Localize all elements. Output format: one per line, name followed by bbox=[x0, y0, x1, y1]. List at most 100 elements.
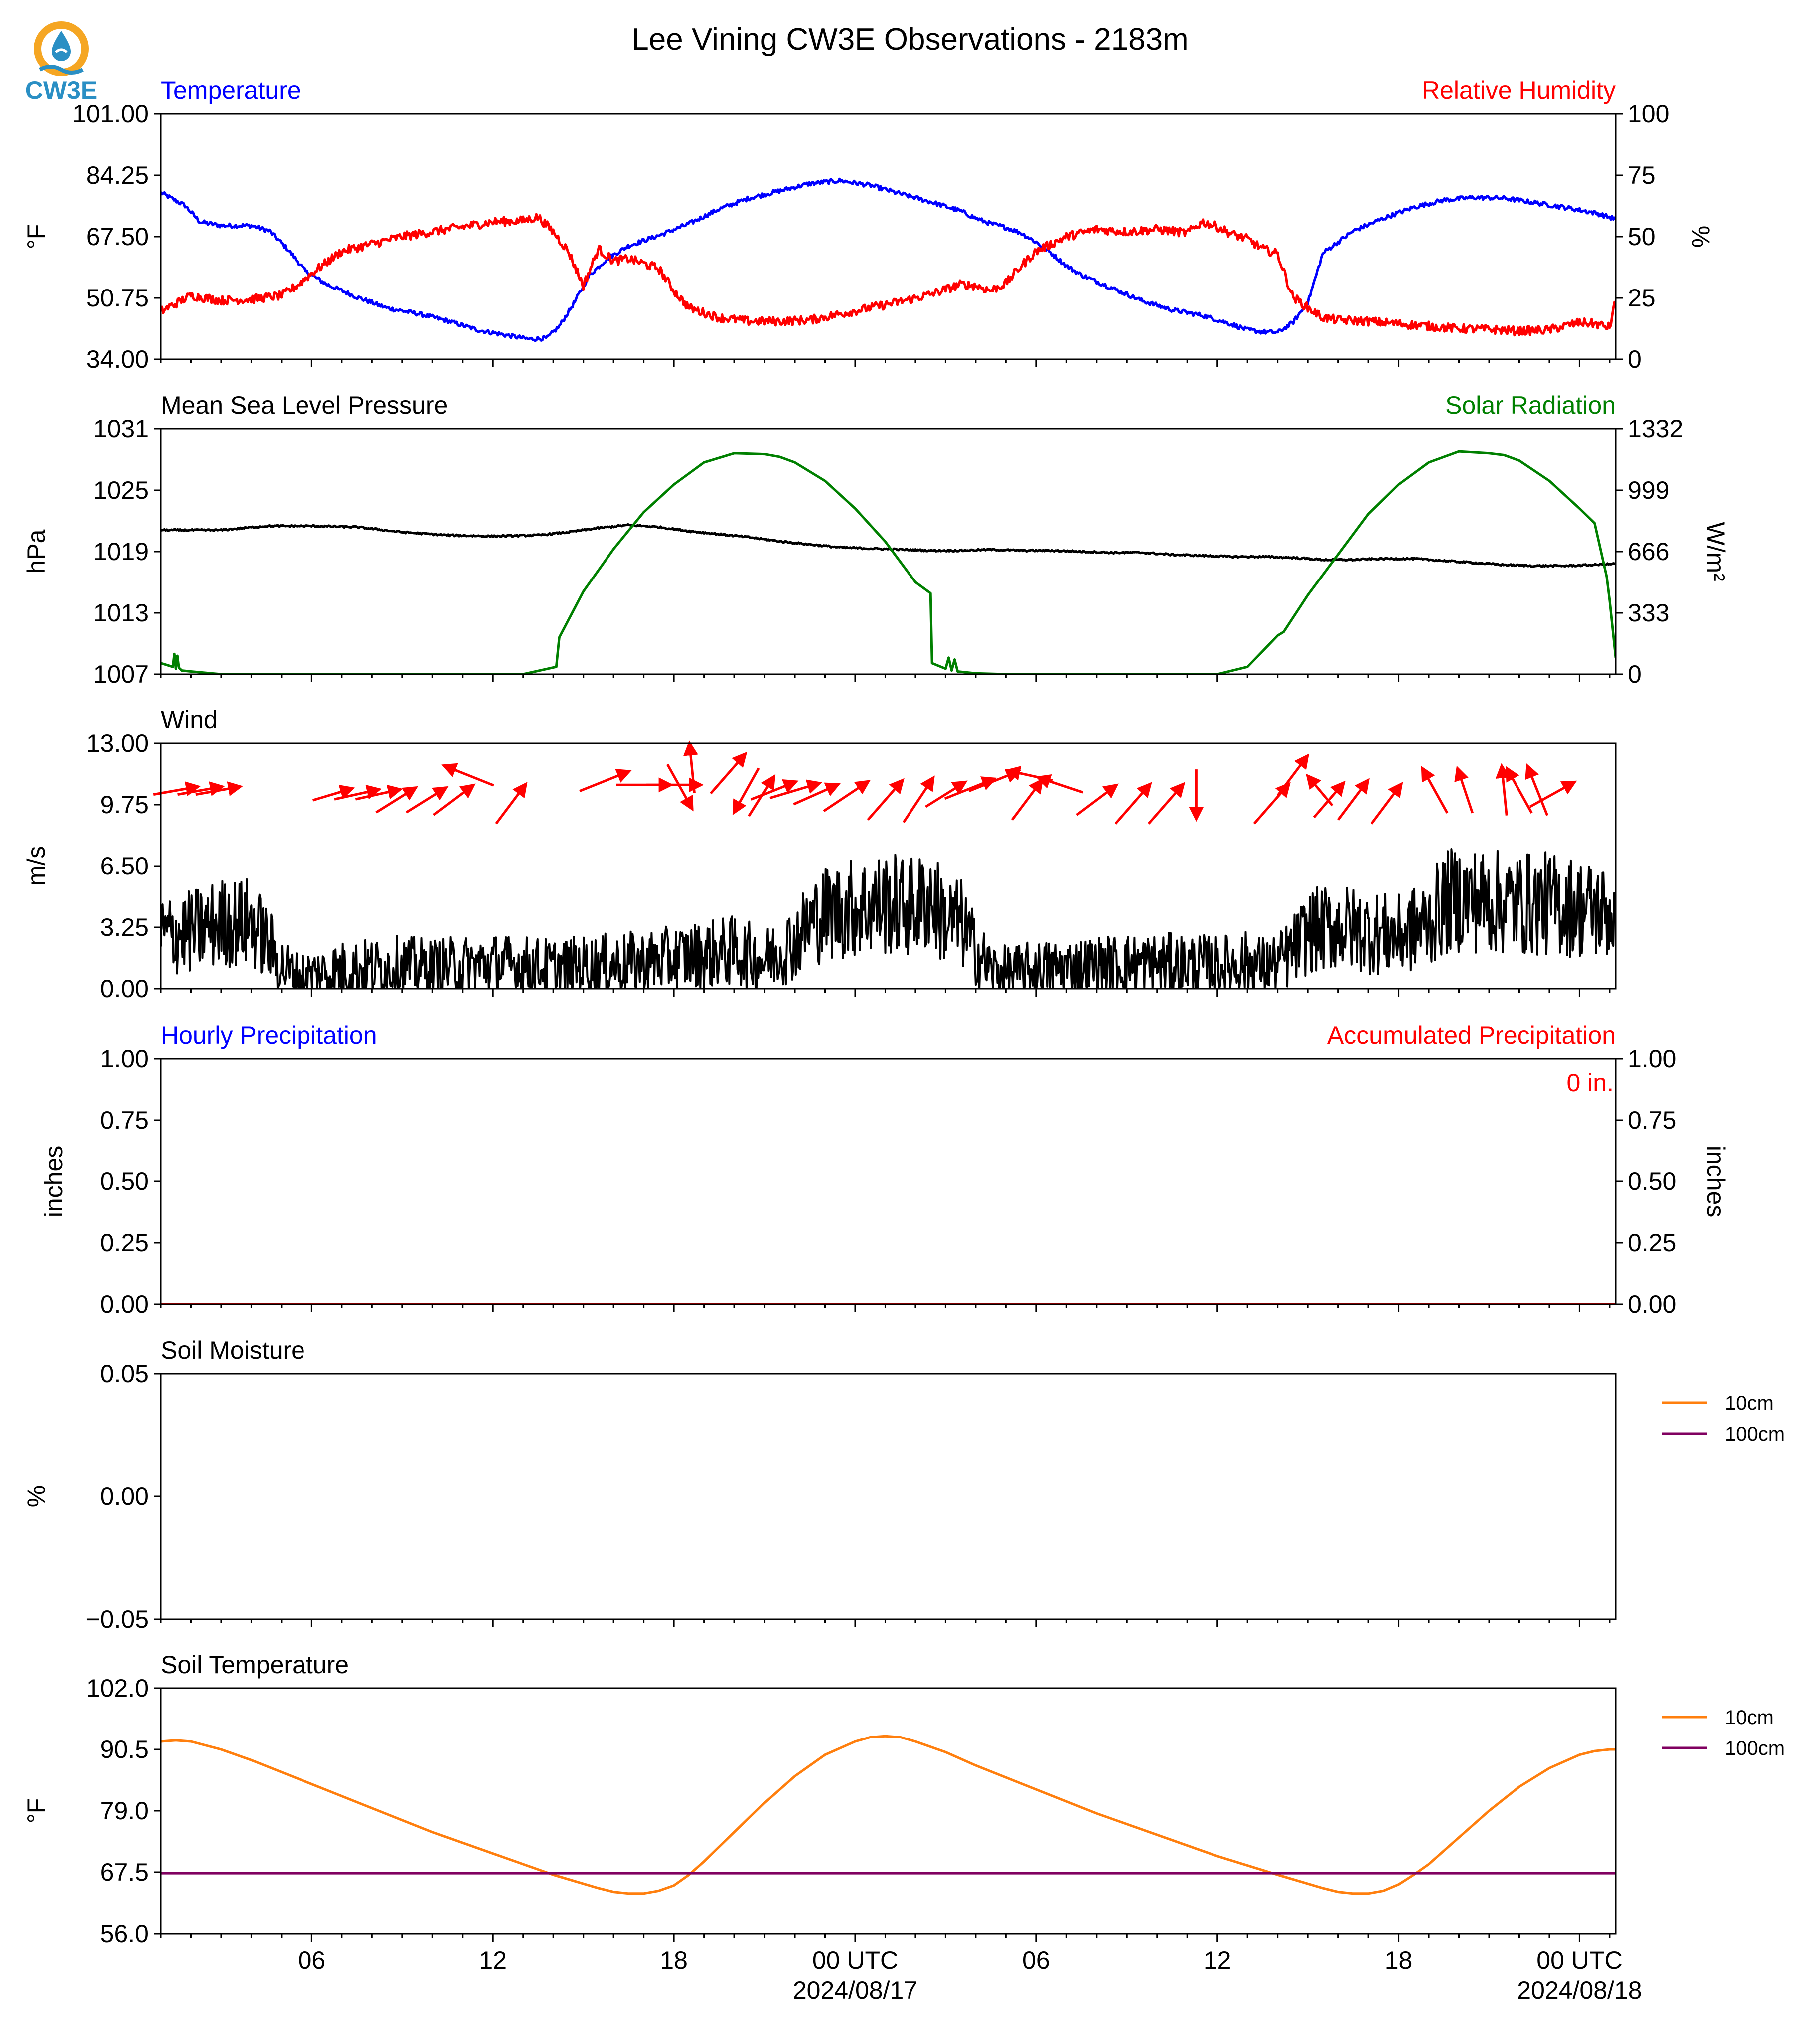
y-tick-label: 67.50 bbox=[86, 223, 149, 251]
y-tick-label: 0.00 bbox=[100, 975, 149, 1003]
wind-arrow bbox=[793, 782, 841, 806]
wind-arrow bbox=[710, 751, 748, 795]
wind-arrow bbox=[1313, 780, 1346, 819]
wind-arrow bbox=[944, 776, 997, 800]
series-group bbox=[161, 450, 1616, 674]
x-tick-date-label: 2024/08/18 bbox=[1517, 1976, 1642, 2004]
wind-arrow bbox=[495, 782, 528, 825]
y2-tick-label: 0.25 bbox=[1628, 1229, 1676, 1257]
y-tick-label: 84.25 bbox=[86, 161, 149, 189]
y2-tick-label: 1332 bbox=[1628, 415, 1683, 443]
wind-arrow bbox=[433, 783, 476, 816]
wind-arrow bbox=[666, 763, 694, 812]
y2-tick-label: 333 bbox=[1628, 599, 1669, 627]
y-tick-label: 1025 bbox=[93, 476, 149, 504]
wind-arrow bbox=[1076, 783, 1119, 816]
y-axis-label: °F bbox=[22, 224, 50, 250]
y-tick-label: 56.0 bbox=[100, 1920, 149, 1948]
y2-axis-label: W/m² bbox=[1702, 522, 1730, 581]
wind-arrow bbox=[579, 769, 632, 793]
wind-arrow bbox=[375, 786, 418, 814]
wind-arrow bbox=[1525, 763, 1549, 816]
wind-arrow bbox=[1276, 753, 1309, 796]
wind-arrow bbox=[902, 775, 935, 823]
wind-arrow bbox=[823, 780, 871, 813]
wind-arrow bbox=[1370, 782, 1403, 825]
y2-axis-label: inches bbox=[1702, 1146, 1730, 1218]
panel-title-left: Soil Temperature bbox=[161, 1651, 349, 1679]
y-tick-label: 6.50 bbox=[100, 852, 149, 880]
panel-temp_rh: 101.00 84.25 67.50 50.75 34.00 100 75 50 25 0 Temp… bbox=[22, 76, 1715, 373]
y2-tick-label: 100 bbox=[1628, 100, 1669, 128]
y-tick-label: 67.5 bbox=[100, 1858, 149, 1886]
y-tick-label: 0.00 bbox=[100, 1290, 149, 1318]
series-mean-sea-level-pressure bbox=[161, 523, 1616, 568]
series-relative-humidity bbox=[161, 213, 1616, 337]
wind-arrow bbox=[925, 780, 968, 808]
y-tick-label: 0.25 bbox=[100, 1229, 149, 1257]
panel-title-left: Hourly Precipitation bbox=[161, 1021, 377, 1049]
y-tick-label: 1007 bbox=[93, 660, 149, 688]
x-tick-label: 06 bbox=[298, 1946, 326, 1974]
y-tick-label: 1031 bbox=[93, 415, 149, 443]
y-tick-label: 34.00 bbox=[86, 345, 149, 373]
wind-arrow bbox=[405, 786, 449, 814]
x-tick-label: 12 bbox=[479, 1946, 507, 1974]
y2-tick-label: 0 bbox=[1628, 345, 1642, 373]
wind-arrow bbox=[1114, 782, 1152, 825]
x-tick-label: 12 bbox=[1204, 1946, 1231, 1974]
wind-arrow bbox=[1454, 765, 1474, 814]
x-tick-label: 18 bbox=[1385, 1946, 1413, 1974]
y2-tick-label: 0 bbox=[1628, 660, 1642, 688]
y-axis-label: m/s bbox=[22, 846, 50, 886]
wind-arrow bbox=[1529, 780, 1577, 808]
wind-arrow bbox=[1506, 766, 1533, 814]
y-axis-label: inches bbox=[40, 1146, 68, 1218]
series-wind bbox=[161, 848, 1616, 989]
legend-label: 100cm bbox=[1725, 1738, 1785, 1759]
panel-title-right: Relative Humidity bbox=[1422, 76, 1616, 104]
y2-tick-label: 25 bbox=[1628, 284, 1656, 312]
legend-label: 10cm bbox=[1725, 1392, 1774, 1414]
wind-arrow bbox=[195, 781, 243, 796]
y-axis-label: °F bbox=[22, 1798, 50, 1824]
wind-arrow bbox=[1148, 782, 1186, 825]
y2-tick-label: 666 bbox=[1628, 538, 1669, 566]
y-tick-label: 1.00 bbox=[100, 1045, 149, 1073]
wind-arrow bbox=[769, 779, 822, 800]
x-tick-label: 18 bbox=[660, 1946, 688, 1974]
y2-axis-label: % bbox=[1687, 226, 1715, 248]
series-solar-radiation bbox=[161, 450, 1616, 674]
y-tick-label: 13.00 bbox=[86, 729, 149, 757]
x-tick-label: 00 UTC bbox=[812, 1946, 898, 1974]
y2-tick-label: 0.75 bbox=[1628, 1106, 1676, 1134]
series-temperature bbox=[161, 177, 1616, 342]
y-tick-label: 50.75 bbox=[86, 284, 149, 312]
panel-soil_temp: 102.0 90.5 79.0 67.5 56.0 Soil Temperature °F 1… bbox=[22, 1651, 1785, 1948]
y-tick-label: 3.25 bbox=[100, 913, 149, 941]
panel-pressure_solar: 1031 1025 1019 1013 1007 1332 999 666 333 0 Mean S… bbox=[22, 391, 1730, 688]
y-tick-label: 1013 bbox=[93, 599, 149, 627]
logo-text: CW3E bbox=[25, 76, 97, 104]
y-tick-label: 0.00 bbox=[100, 1482, 149, 1510]
panel-title-right: Solar Radiation bbox=[1445, 391, 1616, 419]
wind-arrow bbox=[683, 740, 698, 793]
y2-tick-label: 50 bbox=[1628, 223, 1656, 251]
wind-arrow bbox=[355, 784, 403, 801]
panel-title-left: Temperature bbox=[161, 76, 301, 104]
wind-arrow bbox=[1421, 766, 1449, 814]
wind-arrow bbox=[441, 763, 494, 787]
y-axis-label: hPa bbox=[22, 529, 50, 574]
panel-precip: 1.00 0.75 0.50 0.25 0.00 1.00 0.75 0.50 0.25 0.00… bbox=[40, 1021, 1730, 1318]
water-drop-logo-icon bbox=[52, 31, 71, 61]
figure-title: Lee Vining CW3E Observations - 2183m bbox=[631, 22, 1188, 57]
x-tick-label: 06 bbox=[1022, 1946, 1050, 1974]
panel-wind: 13.00 9.75 6.50 3.25 0.00 Wind m/s bbox=[22, 706, 1617, 1003]
x-tick-label: 00 UTC bbox=[1536, 1946, 1622, 1974]
y2-tick-label: 999 bbox=[1628, 476, 1669, 504]
y-tick-label: 0.05 bbox=[100, 1360, 149, 1388]
panel-title-left: Mean Sea Level Pressure bbox=[161, 391, 448, 419]
logo-wave-icon bbox=[39, 65, 84, 75]
